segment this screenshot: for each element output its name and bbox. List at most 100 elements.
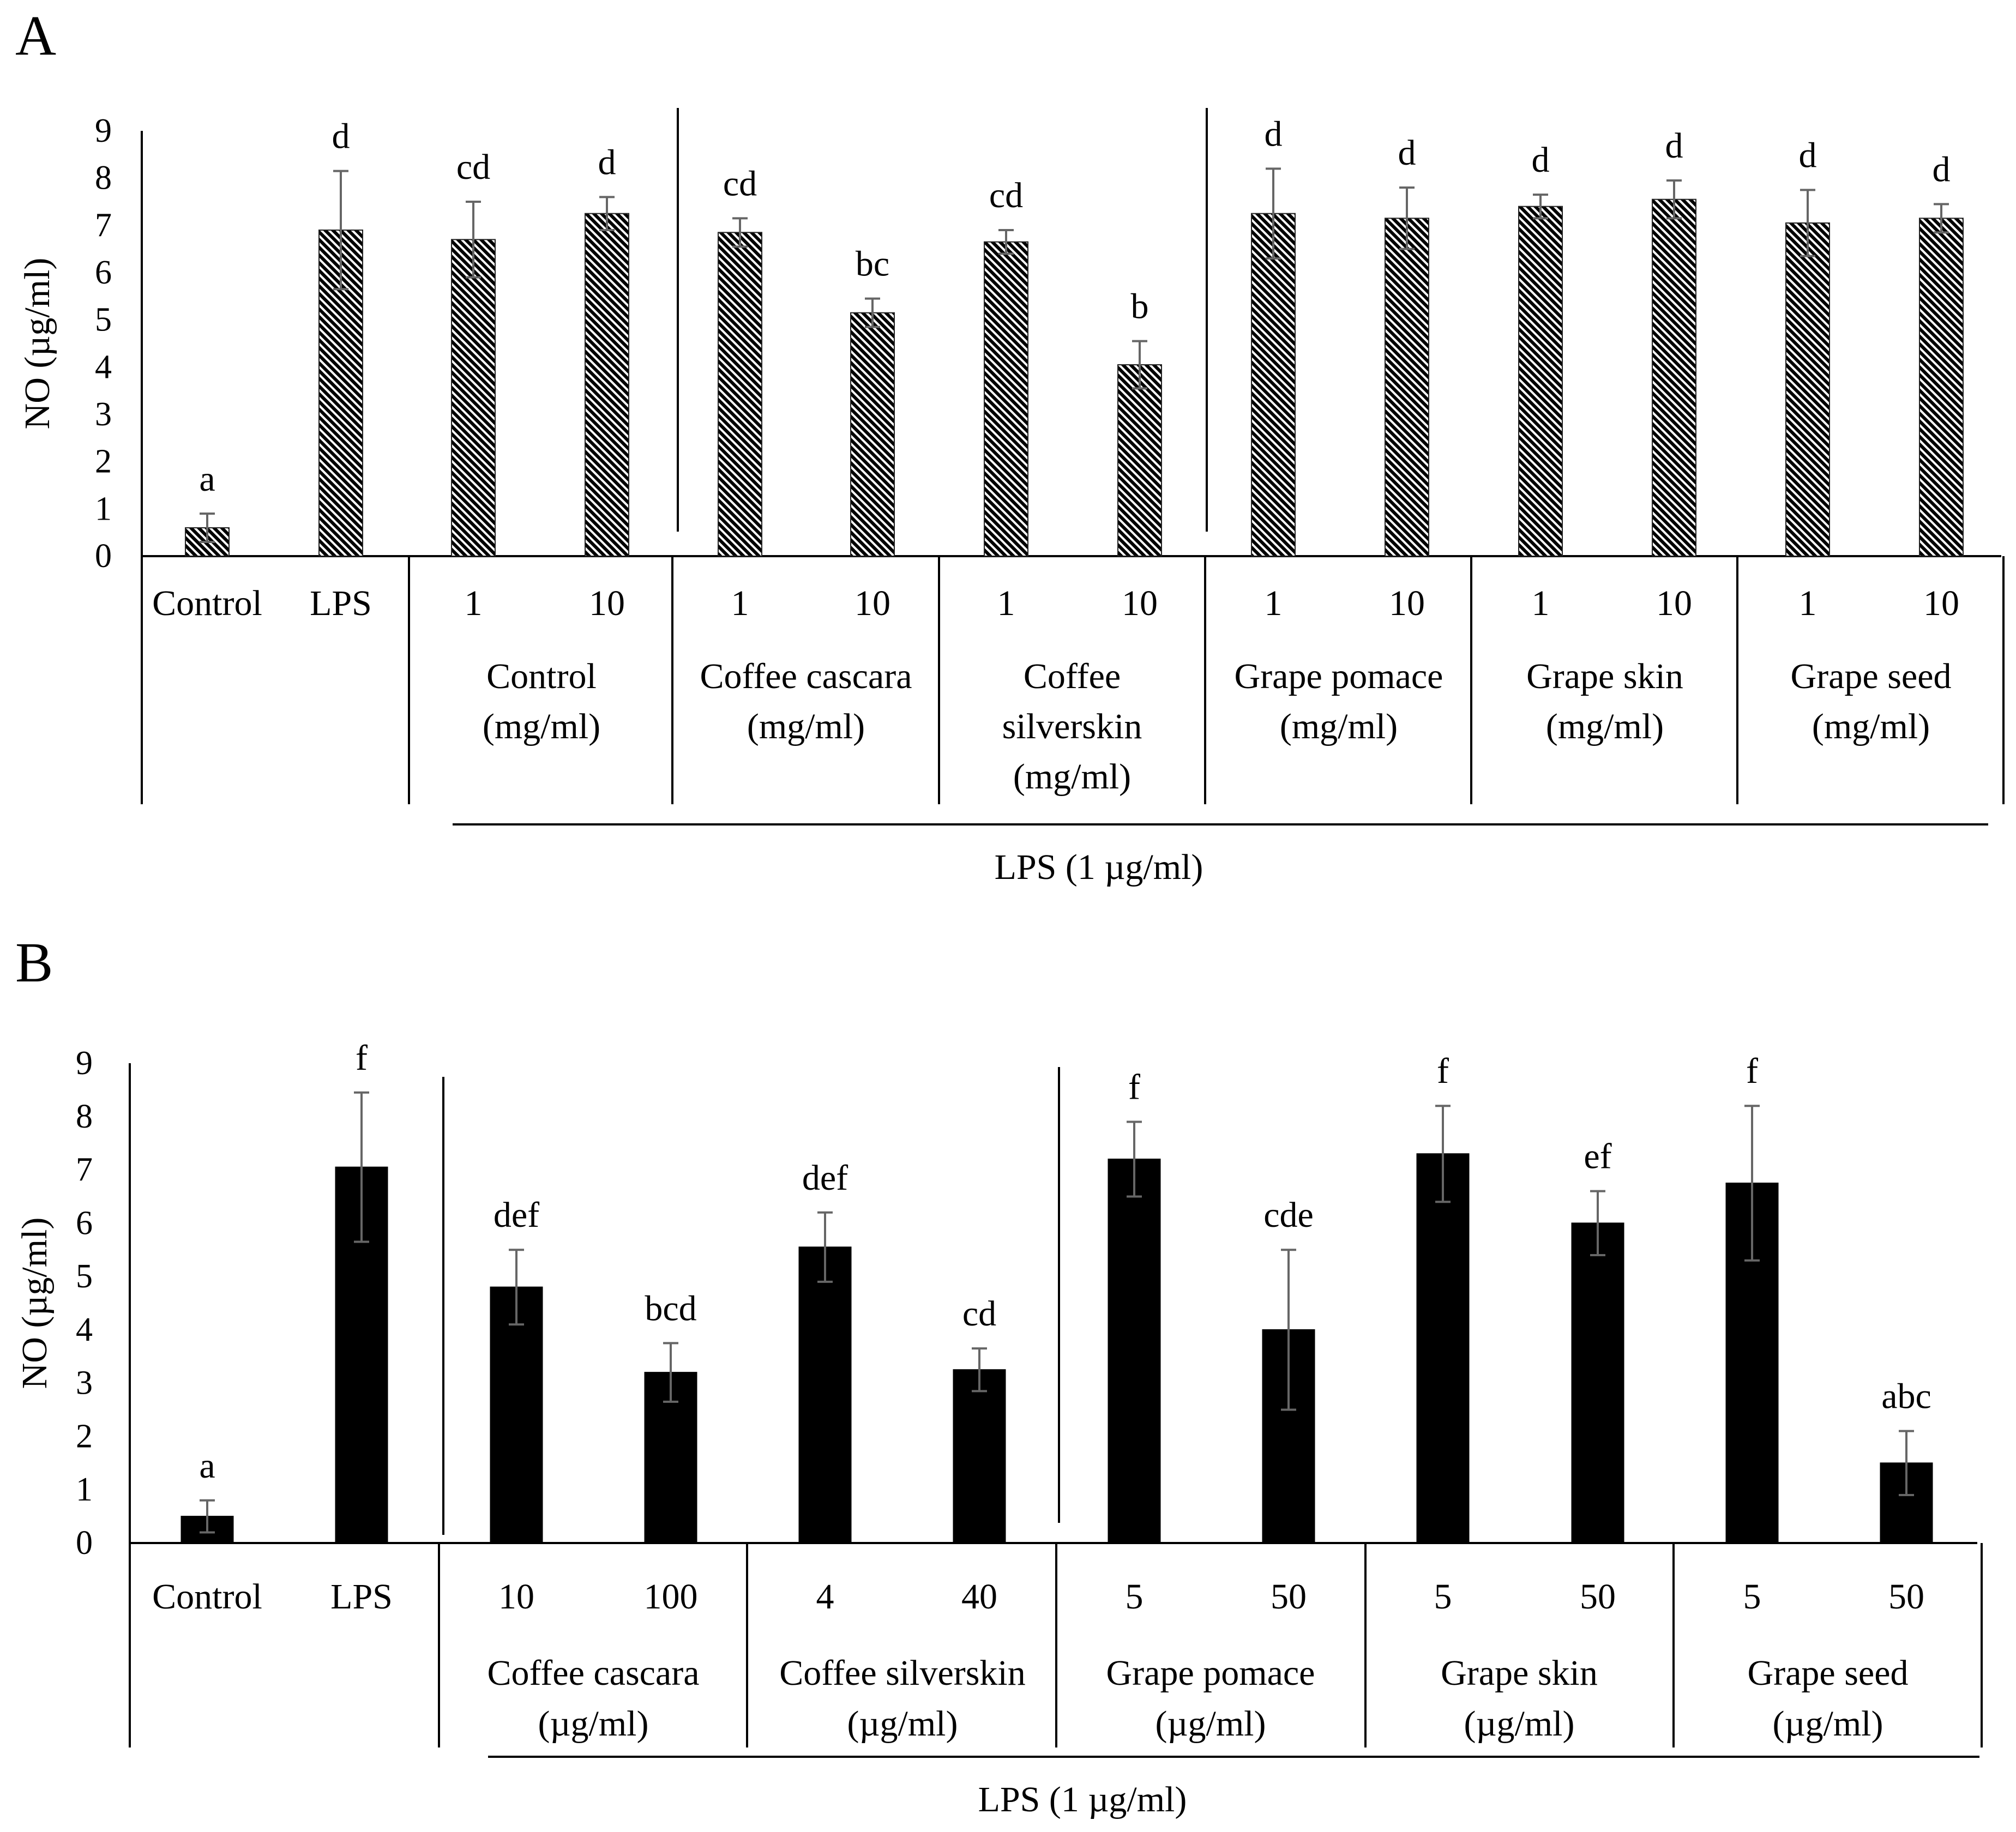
group-label: Control — [486, 656, 597, 696]
group-label: (µg/ml) — [1464, 1704, 1575, 1744]
significance-letter: cd — [456, 147, 490, 187]
y-tick-label: 5 — [95, 302, 112, 339]
significance-letter: f — [1128, 1068, 1140, 1107]
category-label: 1 — [997, 583, 1015, 623]
significance-letter: ef — [1584, 1137, 1611, 1177]
group-label: (mg/ml) — [1812, 707, 1930, 746]
category-label: 50 — [1580, 1577, 1616, 1617]
group-label: Coffee cascara — [700, 656, 912, 696]
significance-letter: f — [356, 1038, 368, 1078]
y-tick-label: 2 — [76, 1418, 93, 1455]
significance-letter: cd — [989, 176, 1023, 215]
category-label: 1 — [1265, 583, 1283, 623]
group-label: (mg/ml) — [483, 707, 600, 746]
group-label: (µg/ml) — [1156, 1704, 1266, 1744]
y-tick-label: 3 — [95, 396, 112, 433]
y-tick-label: 0 — [95, 538, 112, 575]
significance-letter: d — [598, 142, 616, 182]
panel-label: B — [15, 931, 53, 994]
group-label: Grape skin — [1441, 1653, 1598, 1693]
bar — [850, 312, 895, 557]
significance-letter: b — [1131, 287, 1149, 327]
significance-letter: a — [199, 459, 215, 499]
category-label: 5 — [1126, 1577, 1144, 1617]
significance-letter: cd — [723, 164, 757, 203]
category-label: 10 — [589, 583, 625, 623]
bar — [1919, 218, 1964, 557]
significance-letter: d — [1532, 140, 1550, 180]
significance-letter: def — [494, 1195, 539, 1235]
y-tick-label: 9 — [76, 1045, 93, 1082]
significance-letter: f — [1746, 1051, 1758, 1091]
significance-letter: d — [1265, 114, 1283, 154]
significance-letter: a — [199, 1446, 215, 1486]
group-label: Grape seed — [1747, 1653, 1908, 1693]
significance-letter: f — [1437, 1051, 1449, 1091]
significance-letter: cd — [962, 1294, 996, 1334]
y-axis-title: NO (µg/ml) — [17, 258, 57, 430]
significance-letter: def — [802, 1158, 848, 1198]
category-label: 100 — [644, 1577, 698, 1617]
category-label: Control — [152, 583, 262, 623]
y-tick-label: 6 — [95, 254, 112, 291]
bar — [1117, 364, 1162, 557]
category-label: 5 — [1743, 1577, 1761, 1617]
bar — [1785, 222, 1830, 557]
y-tick-label: 7 — [76, 1152, 93, 1189]
category-label: 1 — [465, 583, 483, 623]
category-label: 1 — [731, 583, 749, 623]
category-label: Control — [152, 1577, 262, 1617]
group-label: (mg/ml) — [1546, 707, 1664, 746]
y-axis-title: NO (µg/ml) — [15, 1218, 55, 1389]
y-tick-label: 9 — [95, 112, 112, 149]
y-tick-label: 3 — [76, 1365, 93, 1402]
significance-letter: d — [1933, 149, 1951, 189]
y-tick-label: 7 — [95, 207, 112, 244]
category-label: 10 — [1122, 583, 1158, 623]
significance-letter: bc — [856, 244, 889, 284]
group-label: Coffee silverskin — [779, 1653, 1026, 1693]
group-label: Coffee cascara — [487, 1653, 699, 1693]
y-tick-label: 5 — [76, 1258, 93, 1295]
y-tick-label: 1 — [95, 490, 112, 527]
bar — [1251, 213, 1296, 557]
category-label: LPS — [330, 1577, 393, 1617]
group-label: silverskin — [1002, 707, 1142, 746]
bar — [984, 241, 1028, 557]
category-label: 40 — [961, 1577, 997, 1617]
group-label: Coffee — [1024, 656, 1121, 696]
category-label: 50 — [1888, 1577, 1924, 1617]
category-label: 10 — [854, 583, 890, 623]
category-label: 10 — [1923, 583, 1959, 623]
group-label: (mg/ml) — [747, 707, 865, 746]
bar — [1518, 206, 1563, 557]
category-label: 1 — [1532, 583, 1550, 623]
significance-letter: d — [332, 117, 350, 156]
y-tick-label: 4 — [95, 348, 112, 385]
bar — [1108, 1159, 1161, 1544]
y-tick-label: 4 — [76, 1311, 93, 1348]
bar — [490, 1286, 543, 1544]
significance-letter: d — [1665, 126, 1683, 166]
y-tick-label: 2 — [95, 443, 112, 480]
category-label: LPS — [310, 583, 372, 623]
bar — [451, 239, 496, 557]
bar — [1385, 218, 1429, 557]
y-tick-label: 8 — [95, 160, 112, 197]
category-label: 1 — [1799, 583, 1817, 623]
bar — [1571, 1222, 1624, 1544]
group-label: Grape pomace — [1235, 656, 1443, 696]
group-label: (µg/ml) — [538, 1704, 649, 1744]
category-label: 10 — [498, 1577, 534, 1617]
bar — [953, 1369, 1006, 1544]
significance-letter: cde — [1263, 1195, 1314, 1235]
group-label: Grape pomace — [1106, 1653, 1315, 1693]
significance-letter: abc — [1881, 1377, 1931, 1417]
significance-letter: bcd — [645, 1288, 696, 1328]
bar — [798, 1246, 852, 1544]
bar — [718, 232, 762, 557]
group-label: Grape skin — [1526, 656, 1683, 696]
significance-letter: d — [1398, 133, 1416, 173]
panel-label: A — [15, 4, 56, 67]
